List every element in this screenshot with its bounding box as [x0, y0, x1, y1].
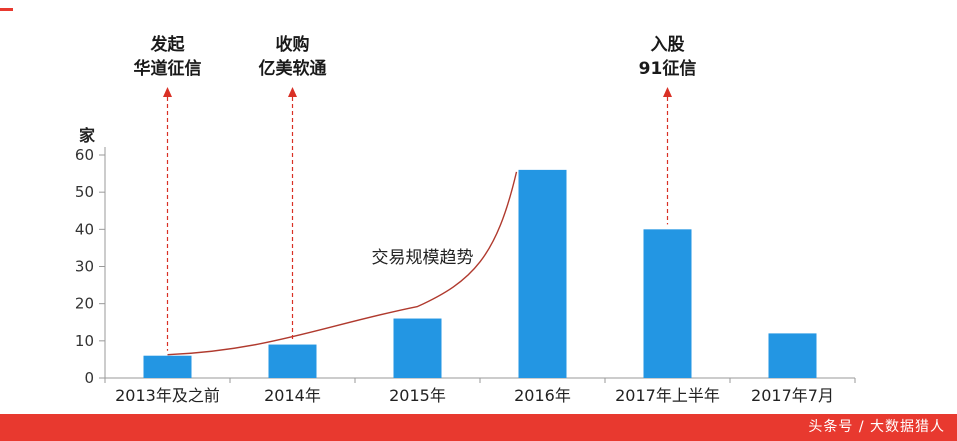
bar-4 [643, 229, 692, 378]
trend-curve [167, 171, 518, 356]
bar-0 [143, 355, 192, 378]
annotation-text-1-line-1: 亿美软通 [259, 58, 327, 79]
footer-bar: 头条号 / 大数据猎人 [0, 414, 957, 441]
bar-3 [518, 169, 567, 378]
annotation-text-0-line-1: 华道征信 [134, 58, 202, 79]
footer-credit-text: 头条号 / 大数据猎人 [808, 419, 945, 435]
annotation-arrowhead-icon [288, 87, 297, 97]
x-category-label: 2013年及之前 [115, 386, 220, 405]
y-tick-label: 60 [75, 146, 94, 164]
x-category-label: 2016年 [514, 386, 571, 405]
y-tick-label: 20 [75, 295, 94, 313]
bar-2 [393, 318, 442, 378]
annotation-arrowhead-icon [663, 87, 672, 97]
x-category-label: 2017年上半年 [615, 386, 720, 405]
annotation-text-2-line-0: 入股 [651, 35, 685, 55]
x-category-label: 2017年7月 [751, 386, 834, 405]
corner-decoration [0, 8, 13, 11]
x-category-label: 2015年 [389, 386, 446, 405]
bar-5 [768, 333, 817, 378]
annotation-text-1-line-0: 收购 [276, 34, 310, 55]
y-tick-label: 10 [75, 332, 94, 350]
trend-label: 交易规模趋势 [372, 248, 474, 268]
y-tick-label: 50 [75, 183, 94, 201]
x-category-label: 2014年 [264, 386, 321, 405]
annotation-arrowhead-icon [163, 87, 172, 97]
y-axis-title: 家 [79, 126, 96, 145]
bar-1 [268, 344, 317, 378]
y-tick-label: 30 [75, 258, 94, 276]
y-tick-label: 0 [84, 369, 94, 387]
annotation-text-2-line-1: 91征信 [639, 58, 697, 79]
annotation-text-0-line-0: 发起 [150, 34, 186, 55]
y-tick-label: 40 [75, 220, 94, 238]
